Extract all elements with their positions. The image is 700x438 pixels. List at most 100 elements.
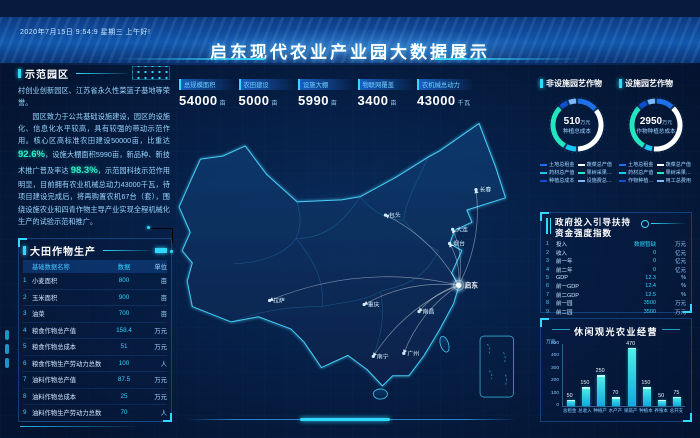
bar xyxy=(581,387,590,406)
legend-item: 蔬菜总产值 xyxy=(656,161,693,168)
panel-field-crops: 大田作物生产 基础数据名称 数据 单位 1 小麦面积 800 亩 2 玉米面积 900 亩 3 油… xyxy=(18,238,172,422)
svg-text:作物种植总成本: 作物种植总成本 xyxy=(636,127,676,135)
header-line xyxy=(103,249,151,251)
legend-item: 药材总产值 xyxy=(619,169,655,176)
legend-item: 果树采果总产值 xyxy=(577,169,614,176)
legend-label: 作物种植总成本 xyxy=(628,178,655,184)
legend-label: 用工总费用 xyxy=(665,178,691,184)
bar-category-label: 果蔬产 xyxy=(623,408,638,413)
legend-swatch xyxy=(577,163,585,166)
legend-item: 种植总成本 xyxy=(540,177,576,184)
legend-label: 土地总租金 xyxy=(628,162,654,168)
header-band-edge xyxy=(0,63,700,65)
city-marker: 南宁 xyxy=(371,352,389,360)
city-marker: 包头 xyxy=(383,211,401,219)
bar-plot-area xyxy=(562,344,685,407)
table-row: 7 前二GDP 12.5% xyxy=(546,291,686,299)
y-tick-label: 100 xyxy=(550,390,559,396)
stat-value: 3400 亩 xyxy=(357,93,397,108)
city-marker: 重庆 xyxy=(362,301,380,309)
table-row: 1 小麦面积 800 亩 xyxy=(23,273,167,290)
legend-swatch xyxy=(656,179,664,182)
col-name: 基础数据名称 xyxy=(32,264,70,271)
bullet-icon xyxy=(18,68,21,78)
bar xyxy=(658,399,667,406)
svg-text:广州: 广州 xyxy=(407,349,419,357)
table-row: 6 粮食作物生产劳动力总数 100 人 xyxy=(23,356,167,372)
bullet-icon xyxy=(619,79,622,88)
bar-value-label: 470 xyxy=(626,340,636,347)
paragraph: 园区致力于公共基础设施建设，园区的设施化、信息化水平较高，具有较强的带动示范作用… xyxy=(18,112,170,226)
legend-item: 土地总租金 xyxy=(619,161,655,168)
table-row: 4 前二年 0 亿元 xyxy=(546,266,686,274)
table-row: 2 收入 0 亿元 xyxy=(546,249,686,257)
circle-line-icon xyxy=(635,219,686,228)
panel-demo-park-title: 示范园区 xyxy=(25,69,69,81)
bar-value-label: 250 xyxy=(595,368,605,374)
legend-swatch xyxy=(619,163,626,166)
svg-text:长春: 长春 xyxy=(480,186,492,194)
city-marker: 广州 xyxy=(402,349,419,357)
table-row: 9 前二园 3500 万元 xyxy=(546,308,686,316)
table-row: 3 前一年 0 亿元 xyxy=(546,258,686,266)
panel-demo-park-header: 示范园区 xyxy=(18,66,170,81)
table-row: 2 玉米面积 900 亩 xyxy=(23,290,167,306)
donut-nonfacility-title: 非设施园艺作物 xyxy=(546,79,602,88)
node-icon xyxy=(155,247,167,253)
circuit-dot xyxy=(170,250,173,253)
bar-cap xyxy=(566,399,575,402)
hub-marker: 启东 xyxy=(449,276,478,295)
government-table: 1 投入 数据暂缺 万元 2 收入 0 亿元 3 前一年 0 亿元 4 前二年 0 亿元 5 GDP 12.3% 6 前… xyxy=(546,240,686,316)
legend-item: 用工总费用 xyxy=(656,177,693,184)
panel-demo-park: 示范园区 村创业创新园区、江苏省永久性菜篮子基地等荣誉。园区致力于公共基础设施建… xyxy=(18,66,170,234)
stat-unit: 亩 xyxy=(390,101,397,107)
page-title: 启东现代农业产业园大数据展示 xyxy=(210,43,490,62)
legend-label: 种植总成本 xyxy=(549,178,575,184)
city-marker: 烟台 xyxy=(447,240,465,248)
y-tick-label: 300 xyxy=(550,365,559,371)
bar-cap xyxy=(597,375,606,377)
title-tick-right xyxy=(662,329,680,330)
svg-text:2950万元: 2950万元 xyxy=(639,116,671,127)
top-dark-strip xyxy=(0,0,700,17)
svg-text:大连: 大连 xyxy=(456,225,468,233)
svg-text:烟台: 烟台 xyxy=(453,240,465,248)
bar-value-label: 70 xyxy=(612,390,619,397)
col-value: 数据 xyxy=(117,264,131,271)
y-tick-label: 400 xyxy=(550,353,559,359)
svg-text:拉萨: 拉萨 xyxy=(273,297,285,305)
y-tick-label: 0 xyxy=(556,403,559,408)
legend-swatch xyxy=(540,171,547,174)
bar-value-label: 50 xyxy=(566,392,573,399)
datetime-text: 2020年7月15日 9:54:9 星期三 上午好! xyxy=(20,29,151,36)
south-china-sea-inset xyxy=(479,335,515,398)
bar-value-label: 75 xyxy=(673,389,680,396)
bullet-icon xyxy=(540,79,543,88)
y-axis-unit: 万元 xyxy=(546,340,556,345)
bar xyxy=(673,396,682,406)
panel-field-crops-header: 大田作物生产 xyxy=(23,243,167,258)
title-line-left xyxy=(115,58,265,60)
panel-leisure-title: 休闲观光农业经营 xyxy=(573,327,658,337)
stat-card: 总规模面积 54000 亩 xyxy=(179,79,235,115)
table-row: 3 油菜 700 亩 xyxy=(23,306,167,323)
bar-value-label: 50 xyxy=(658,392,665,399)
legend-swatch xyxy=(577,171,585,174)
svg-text:种植总成本: 种植总成本 xyxy=(563,127,591,135)
legend-label: 蔬菜总产值 xyxy=(586,162,612,168)
circuit-dots-icon xyxy=(132,66,170,80)
gov-title-line1: 政府投入引导扶持 xyxy=(555,217,632,227)
donut-facility: 设施园艺作物 2950万元 作物种植总成本 土地总租金 蔬菜总产值 药材总产值 果树采果… xyxy=(619,78,692,184)
legend-label: 果树采果总产值 xyxy=(586,170,614,176)
bar-category-label: 种植产 xyxy=(593,408,607,413)
stat-label: 设施大棚 xyxy=(298,79,354,90)
paragraph: 村创业创新园区、江苏省永久性菜篮子基地等荣誉。 xyxy=(18,86,170,108)
stat-unit: 千瓦 xyxy=(457,101,471,107)
bottom-divider-glow xyxy=(300,418,390,421)
double-bar-icon xyxy=(546,218,551,234)
highlight-value: 98.3% xyxy=(70,165,98,177)
bar-cap xyxy=(612,397,621,399)
